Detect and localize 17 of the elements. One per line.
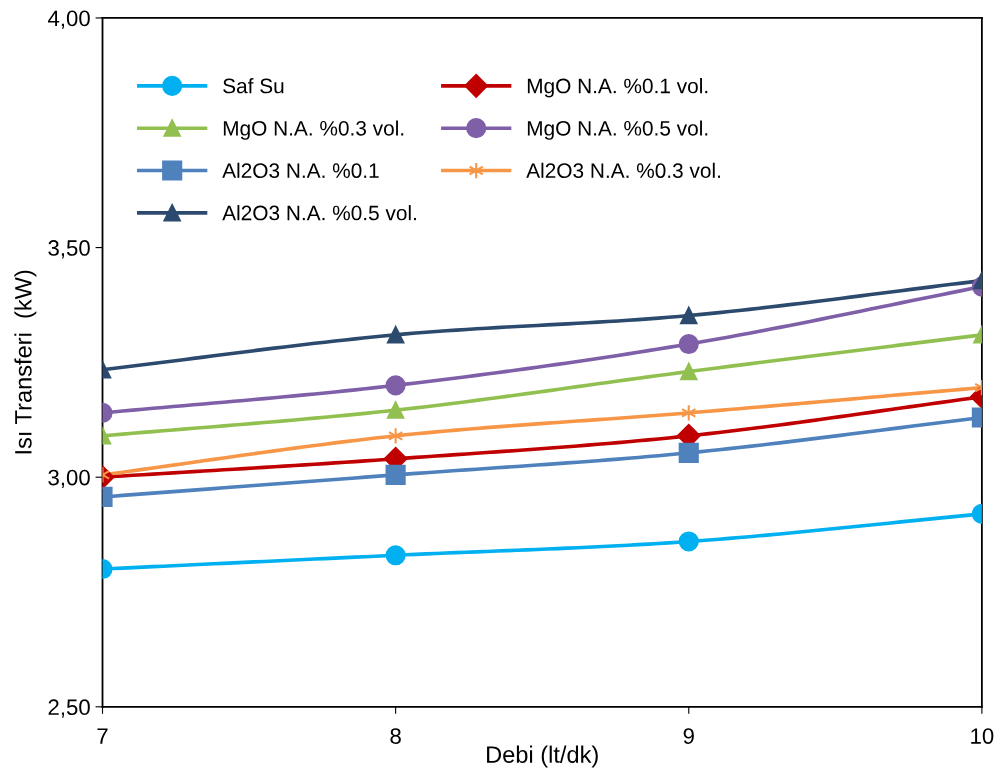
legend-label: Saf Su	[223, 78, 284, 94]
x-tick-label: 7	[97, 728, 108, 744]
legend-label: MgO N.A. %0.3 vol.	[223, 120, 404, 140]
legend-label: Al2O3 N.A. %0.5 vol.	[222, 205, 416, 221]
x-axis-title: Debi (lt/dk)	[487, 745, 598, 768]
x-tick-label: 8	[390, 728, 401, 744]
y-tick-label: 3,50	[48, 240, 90, 259]
legend-label: MgO N.A. %0.1 vol.	[527, 78, 708, 98]
y-tick-label: 4,00	[47, 10, 90, 29]
y-tick-label: 2,50	[48, 699, 90, 718]
legend-label: MgO N.A. %0.5 vol.	[527, 120, 708, 140]
legend-label: Al2O3 N.A. %0.3 vol.	[526, 162, 720, 179]
y-axis-title: Isı Transferi (kW)	[14, 270, 37, 454]
x-tick-label: 9	[683, 728, 694, 744]
x-tick-label: 10	[971, 728, 994, 744]
y-tick-label: 3,00	[48, 469, 90, 489]
legend-label: Al2O3 N.A. %0.1	[222, 162, 379, 179]
